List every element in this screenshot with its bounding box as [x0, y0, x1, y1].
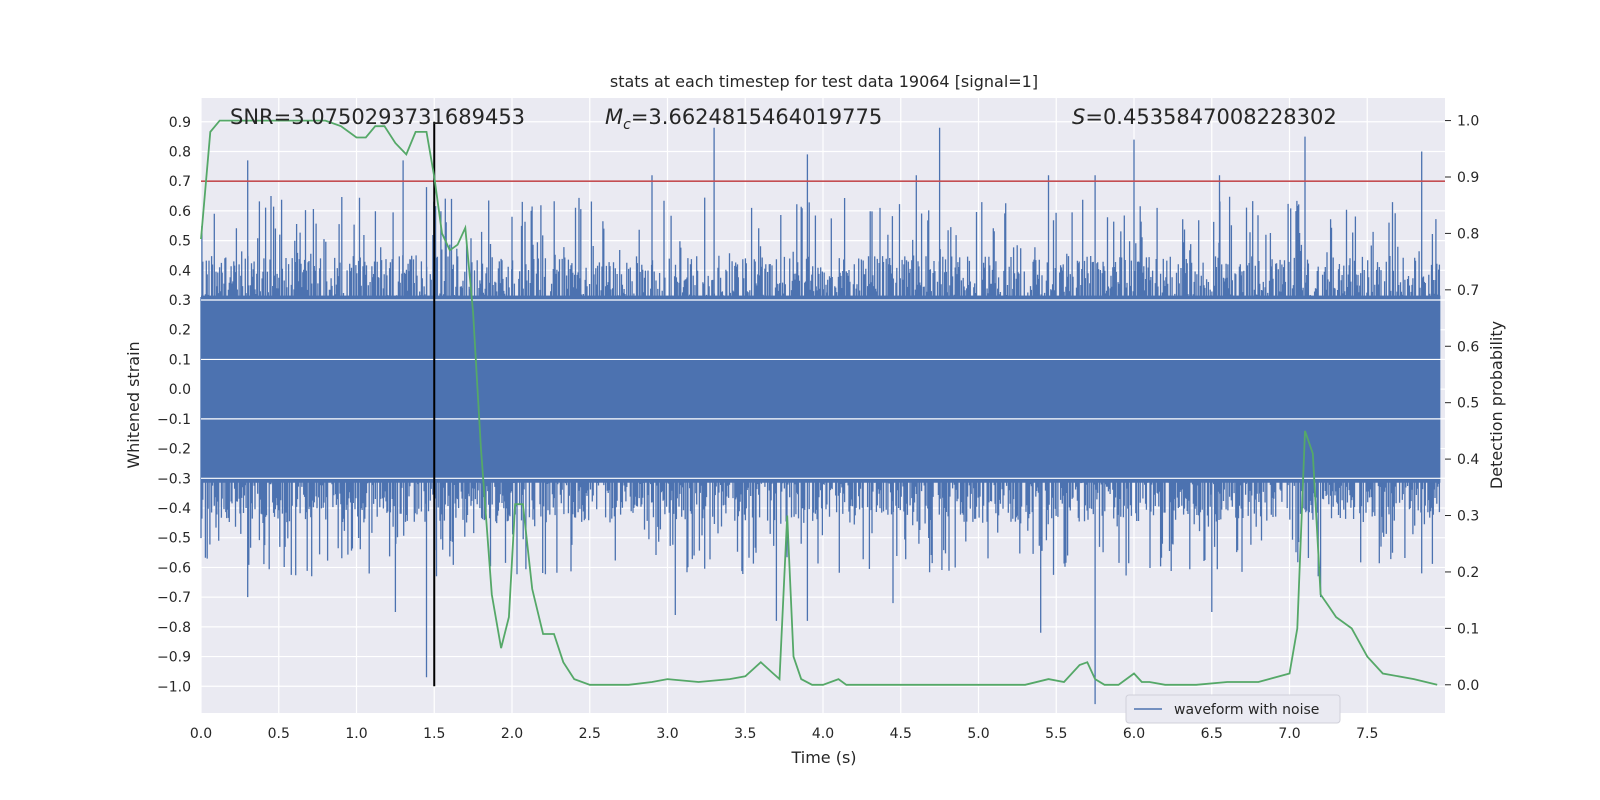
y-tick-label: −1.0 — [157, 679, 191, 695]
y2-tick-label: 0.5 — [1457, 396, 1479, 412]
snr-annotation: SNR=3.0750293731689453 — [230, 105, 525, 129]
y2-tick-label: 1.0 — [1457, 114, 1479, 130]
y-tick-label: 0.5 — [169, 234, 191, 250]
y-tick-label: 0.8 — [169, 144, 191, 160]
y-tick-label: −0.7 — [157, 590, 191, 606]
y-tick-label: −0.4 — [157, 501, 191, 517]
x-tick-label: 6.5 — [1201, 726, 1223, 742]
y2-tick-label: 0.3 — [1457, 509, 1479, 525]
mc-annotation: Mc=3.6624815464019775 — [605, 105, 882, 133]
y-tick-label: 0.1 — [169, 352, 191, 368]
chart-title: stats at each timestep for test data 190… — [610, 72, 1038, 91]
x-tick-label: 0.5 — [268, 726, 290, 742]
waveform-series — [200, 127, 1445, 705]
x-tick-label: 5.0 — [967, 726, 989, 742]
x-tick-label: 3.5 — [734, 726, 756, 742]
x-tick-label: 0.0 — [190, 726, 212, 742]
y-tick-label: 0.7 — [169, 174, 191, 190]
y2-tick-label: 0.7 — [1457, 283, 1479, 299]
x-tick-label: 3.0 — [656, 726, 678, 742]
x-tick-label: 7.5 — [1356, 726, 1378, 742]
y-tick-label: 0.6 — [169, 204, 191, 220]
x-tick-label: 5.5 — [1045, 726, 1067, 742]
y-tick-label: −0.5 — [157, 531, 191, 547]
y2-tick-label: 0.4 — [1457, 452, 1479, 468]
y-tick-label: 0.0 — [169, 382, 191, 398]
y-tick-label: −0.3 — [157, 471, 191, 487]
x-tick-label: 1.0 — [345, 726, 367, 742]
s-annotation: S=0.4535847008228302 — [1072, 105, 1337, 129]
y-tick-label: 0.2 — [169, 323, 191, 339]
x-tick-label: 4.5 — [890, 726, 912, 742]
y2-axis-ticks: 1.0 0.9 0.8 0.7 0.6 0.5 0.4 0.3 0.2 0.1 0.0 — [1445, 114, 1479, 694]
legend-box — [1125, 694, 1341, 724]
detection-probability-line — [200, 119, 1438, 686]
legend-label: waveform with noise — [1174, 702, 1319, 718]
x-tick-label: 4.0 — [812, 726, 834, 742]
y-tick-label: −0.6 — [157, 560, 191, 576]
y-tick-label: 0.3 — [169, 293, 191, 309]
y2-tick-label: 0.2 — [1457, 565, 1479, 581]
y-axis-label: Whitened strain — [124, 341, 143, 468]
waveform-core — [201, 295, 1441, 483]
legend: waveform with noise — [1125, 694, 1341, 724]
y-tick-label: −0.8 — [157, 620, 191, 636]
x-axis-ticks: 0.0 0.5 1.0 1.5 2.0 2.5 3.0 3.5 4.0 4.5 5.0 5.5 6.0 6… — [190, 726, 1379, 742]
x-tick-label: 6.0 — [1123, 726, 1145, 742]
y-tick-label: 0.4 — [169, 263, 191, 279]
y2-tick-label: 0.1 — [1457, 621, 1479, 637]
x-tick-label: 7.0 — [1278, 726, 1300, 742]
y-tick-label: −0.9 — [157, 650, 191, 666]
x-tick-label: 2.5 — [579, 726, 601, 742]
x-axis-label: Time (s) — [790, 748, 856, 767]
y-axis-ticks: 0.9 0.8 0.7 0.6 0.5 0.4 0.3 0.2 0.1 0.0 −0.1 −0.2 −0… — [157, 115, 191, 695]
y-tick-label: −0.1 — [157, 412, 191, 428]
overlays — [200, 119, 1445, 687]
y2-tick-label: 0.9 — [1457, 170, 1479, 186]
x-tick-label: 1.5 — [423, 726, 445, 742]
x-tick-label: 2.0 — [501, 726, 523, 742]
y2-tick-label: 0.6 — [1457, 339, 1479, 355]
y2-axis-label: Detection probability — [1487, 321, 1506, 489]
y-tick-label: 0.9 — [169, 115, 191, 131]
y2-tick-label: 0.0 — [1457, 678, 1479, 694]
y-tick-label: −0.2 — [157, 442, 191, 458]
y2-tick-label: 0.8 — [1457, 226, 1479, 242]
